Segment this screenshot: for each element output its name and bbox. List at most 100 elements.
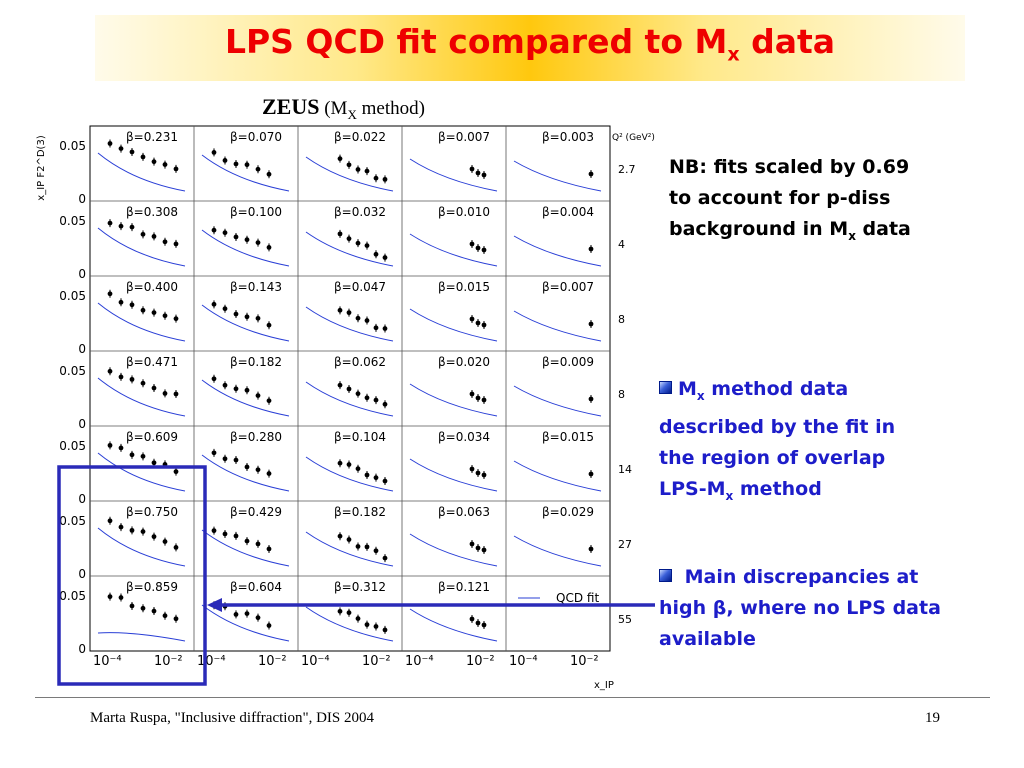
data-point — [129, 376, 135, 382]
data-point — [588, 321, 594, 327]
data-point — [140, 231, 146, 237]
beta-label: β=0.070 — [230, 130, 282, 144]
nb-line-3-end: data — [855, 218, 911, 240]
qcd-fit-curve — [201, 604, 290, 642]
q2-value-label: 14 — [618, 463, 632, 476]
data-point — [382, 255, 388, 260]
data-point — [173, 166, 179, 172]
qcd-fit-curve — [409, 458, 498, 492]
data-point — [129, 149, 135, 155]
data-point — [233, 612, 239, 617]
beta-label: β=0.104 — [334, 430, 386, 444]
data-point — [255, 315, 261, 321]
data-point — [355, 391, 361, 397]
bullet-1-part-1-end: method data — [704, 378, 849, 400]
beta-label: β=0.034 — [438, 430, 490, 444]
title-main: LPS QCD fit compared to M — [224, 22, 728, 61]
data-point — [118, 374, 124, 380]
x-tick-label: 10⁻² — [466, 654, 495, 669]
data-point — [222, 531, 228, 537]
data-point — [162, 613, 168, 619]
data-point — [129, 224, 135, 230]
data-point — [107, 442, 113, 448]
beta-label: β=0.003 — [542, 130, 594, 144]
data-point — [118, 299, 124, 305]
data-point — [255, 240, 261, 246]
y-tick-label: 0.05 — [59, 514, 86, 528]
beta-label: β=0.750 — [126, 505, 178, 519]
y-tick-label: 0 — [78, 192, 86, 206]
bullet-1-sub-4: x — [725, 488, 734, 503]
data-point — [346, 537, 352, 542]
y-tick-label: 0.05 — [59, 439, 86, 453]
data-point — [233, 311, 239, 317]
data-point — [107, 291, 113, 297]
data-point — [364, 544, 370, 550]
beta-label: β=0.004 — [542, 205, 594, 219]
data-point — [346, 236, 352, 242]
data-point — [151, 234, 157, 239]
beta-label: β=0.312 — [334, 580, 386, 594]
qcd-fit-curve — [409, 383, 498, 417]
data-point — [173, 391, 179, 397]
title-banner — [95, 15, 965, 81]
pointer-arrow-head — [207, 598, 222, 612]
data-point — [481, 472, 487, 478]
data-point — [151, 159, 157, 165]
data-point — [481, 247, 487, 253]
beta-label: β=0.020 — [438, 355, 490, 369]
data-point — [255, 166, 261, 172]
qcd-fit-curve — [201, 454, 290, 492]
data-point — [588, 546, 594, 552]
data-point — [266, 244, 272, 250]
data-point — [151, 534, 157, 540]
data-point — [151, 608, 157, 614]
beta-label: β=0.859 — [126, 580, 178, 594]
data-point — [475, 170, 481, 176]
data-point — [244, 611, 250, 616]
beta-label: β=0.400 — [126, 280, 178, 294]
highlight-box — [57, 465, 207, 686]
plot-heading-close: method) — [356, 98, 425, 119]
data-point — [337, 533, 343, 539]
bullet-mx-method: Mx method data described by the fit in the… — [659, 374, 999, 512]
plot-heading-sub: X — [347, 106, 357, 122]
data-point — [469, 541, 475, 547]
data-point — [129, 452, 135, 458]
data-point — [140, 453, 146, 459]
qcd-fit-curve — [97, 302, 186, 342]
data-point — [211, 376, 217, 382]
data-point — [151, 460, 157, 466]
x-axis-label: x_IP — [594, 680, 614, 691]
data-point — [129, 302, 135, 308]
data-point — [373, 325, 379, 331]
data-point — [118, 595, 124, 600]
data-point — [162, 162, 168, 167]
data-point — [355, 240, 361, 246]
data-point — [346, 386, 352, 392]
qcd-fit-curve — [305, 456, 394, 492]
data-point — [211, 227, 217, 233]
y-tick-label: 0.05 — [59, 364, 86, 378]
data-point — [222, 306, 228, 312]
q2-header: Q² (GeV²) — [612, 133, 655, 143]
bullet-2-line-2: high β, where no LPS data — [659, 597, 941, 619]
qcd-fit-curve — [409, 158, 498, 192]
beta-label: β=0.015 — [542, 430, 594, 444]
qcd-fit-curve — [305, 606, 394, 642]
qcd-fit-curve — [513, 160, 602, 192]
beta-label: β=0.029 — [542, 505, 594, 519]
y-tick-label: 0 — [78, 267, 86, 281]
qcd-fit-curve — [201, 229, 290, 267]
data-point — [364, 622, 370, 628]
data-point — [255, 393, 261, 399]
bullet-1-line-3: the region of overlap — [659, 446, 886, 469]
qcd-fit-curve — [305, 531, 394, 567]
data-point — [222, 230, 228, 236]
beta-label: β=0.022 — [334, 130, 386, 144]
data-point — [373, 475, 379, 481]
data-point — [337, 307, 343, 313]
data-point — [222, 382, 228, 388]
nb-line-3-main: background in M — [669, 218, 849, 240]
data-point — [244, 464, 250, 470]
